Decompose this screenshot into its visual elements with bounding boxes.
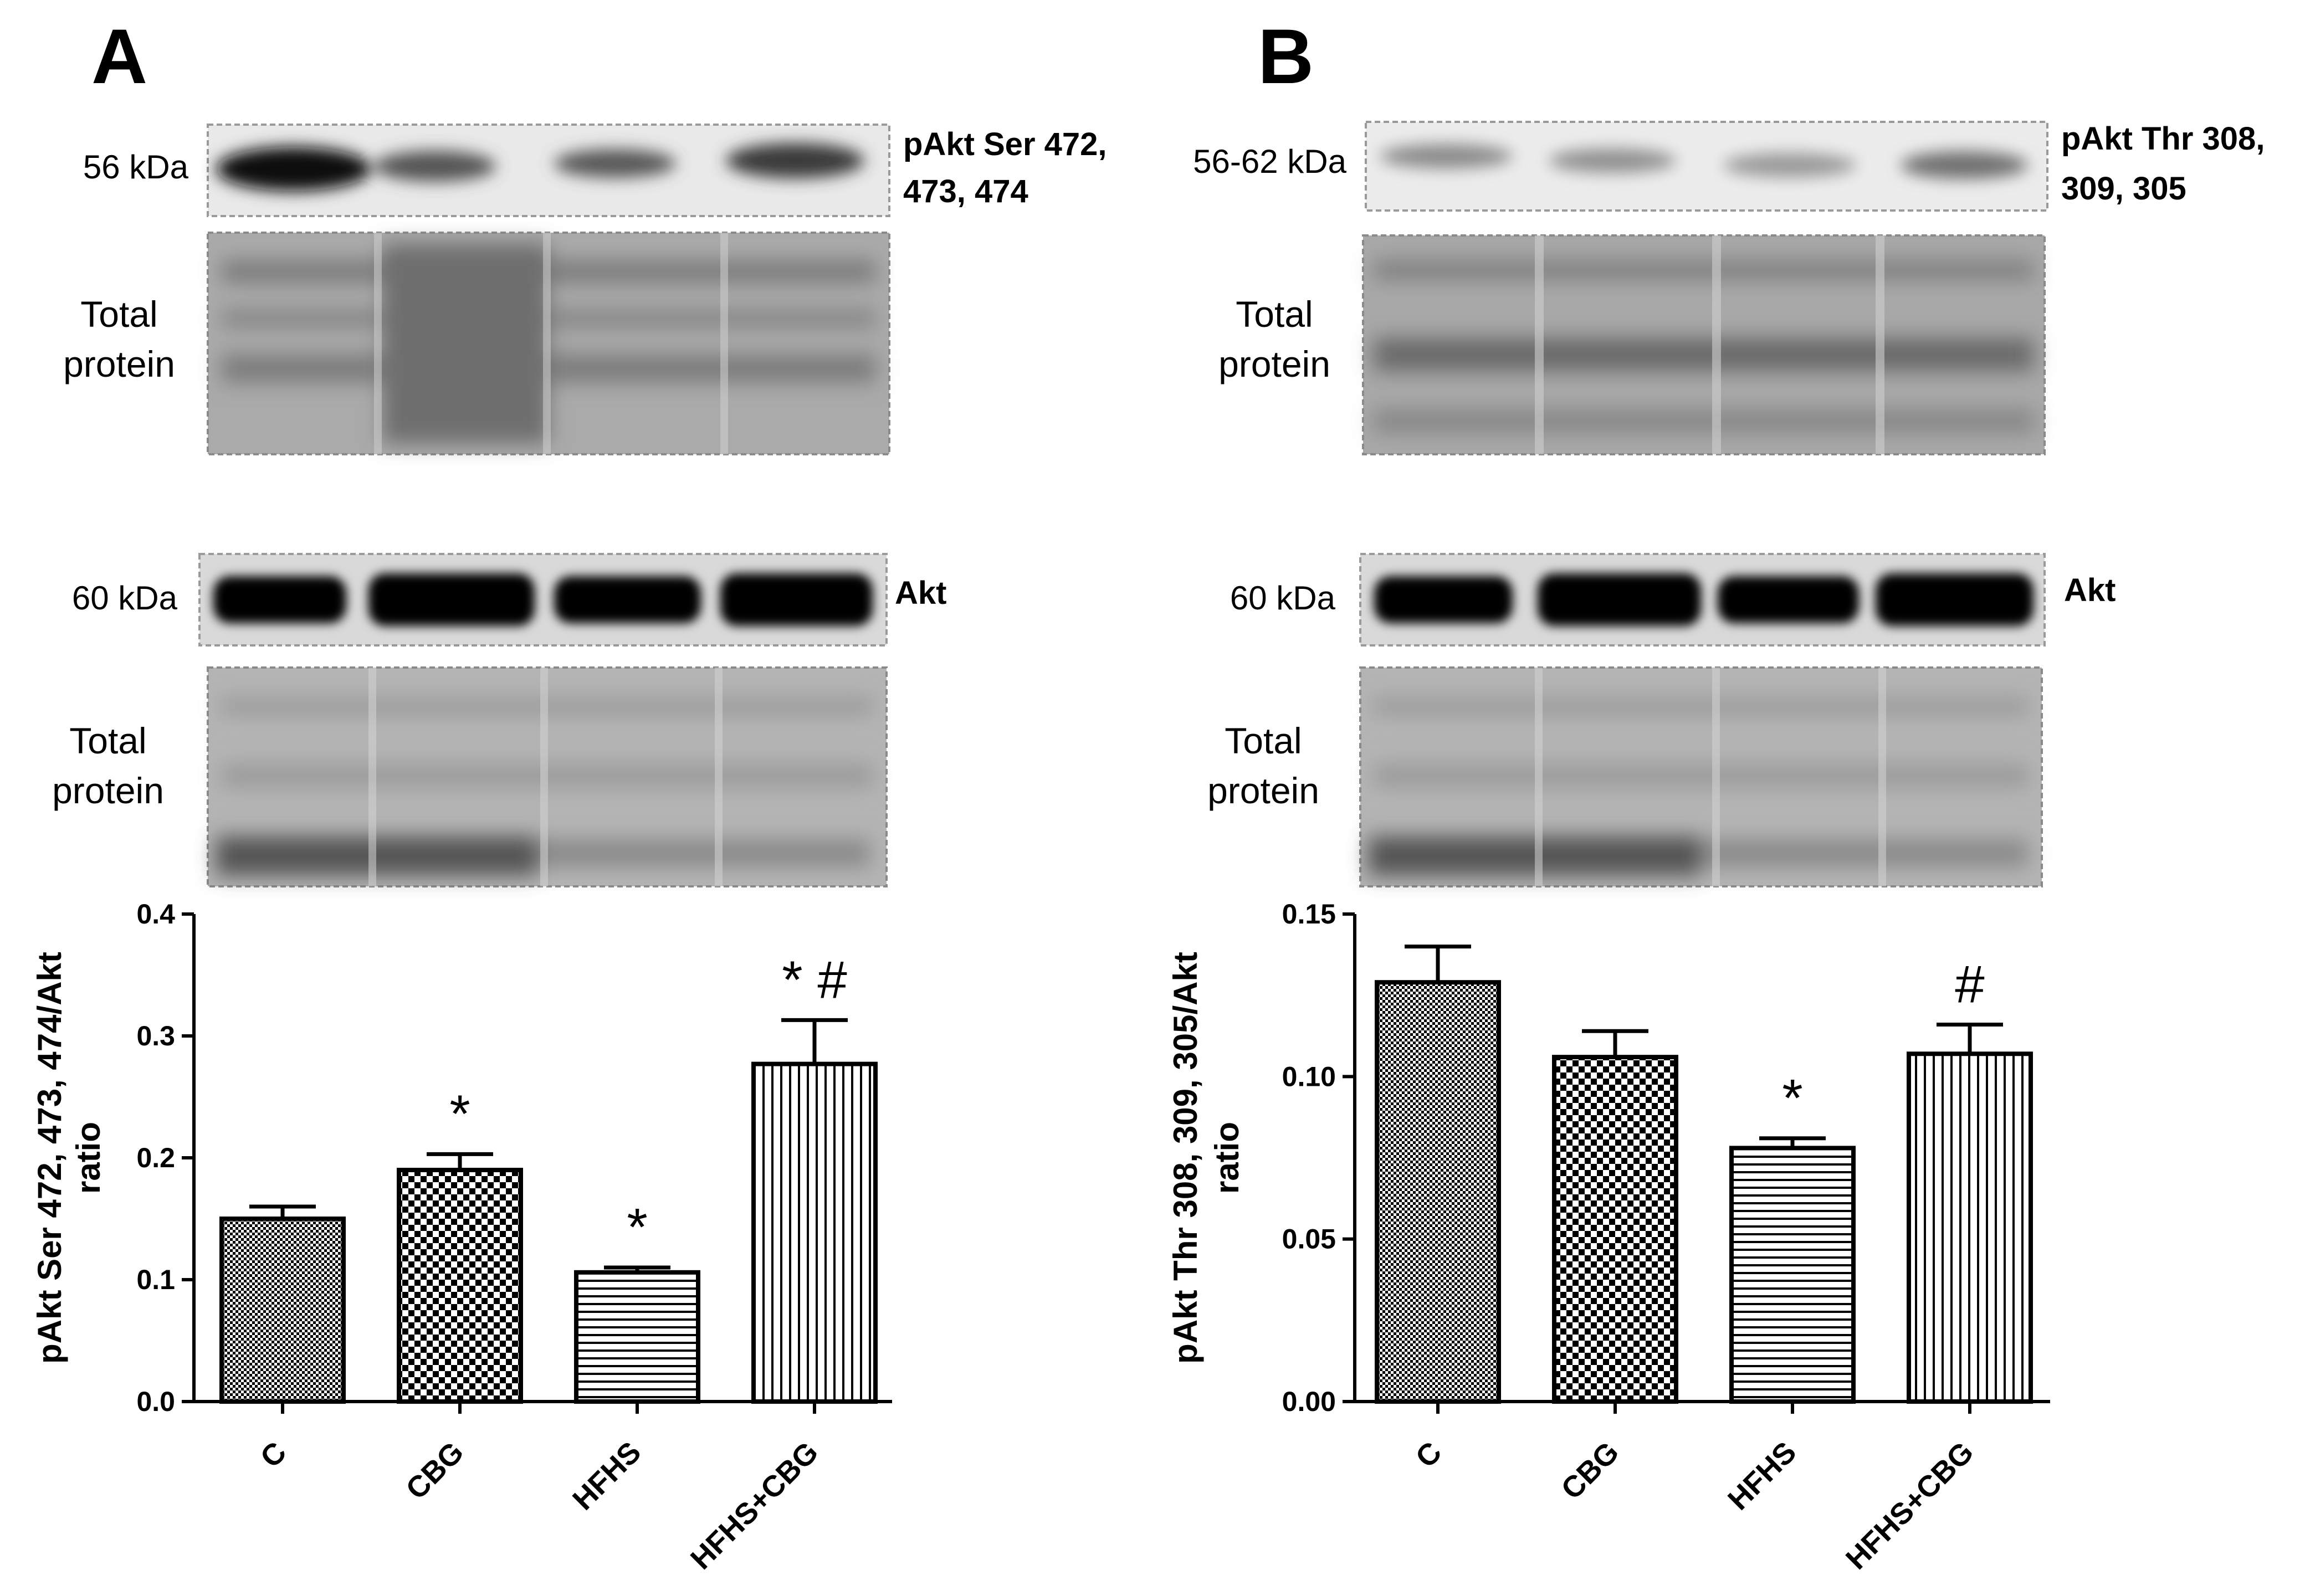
significance-marker: * xyxy=(627,1198,647,1257)
bar-c xyxy=(1375,980,1501,1404)
total-protein-label-line1: Total xyxy=(1225,720,1302,761)
x-tick-label: HFHS+CBG xyxy=(684,1435,825,1576)
significance-marker: * # xyxy=(782,950,847,1009)
total-protein-label-line2: protein xyxy=(1218,343,1330,384)
bar-hfhs-plus-cbg xyxy=(1907,1051,2033,1404)
y-axis-label-line2: ratio xyxy=(1208,1122,1246,1194)
total-protein-blot-a1: Total protein xyxy=(63,232,890,455)
mw-label: 60 kDa xyxy=(72,579,178,617)
x-tick-label: CBG xyxy=(399,1435,470,1506)
y-tick-label: 0.15 xyxy=(1282,899,1336,930)
blot-phospho-a: 56 kDa pAkt Ser 472, 473, 474 xyxy=(83,124,1107,217)
significance-marker: * xyxy=(1782,1069,1802,1128)
y-tick-label: 0.1 xyxy=(136,1264,175,1295)
bar-hfhs xyxy=(1729,1146,1856,1404)
y-tick-label: 0.3 xyxy=(136,1020,175,1051)
total-protein-label-line1: Total xyxy=(80,294,157,335)
y-tick-label: 0.00 xyxy=(1282,1386,1336,1417)
blot-phospho-b: 56-62 kDa pAkt Thr 308, 309, 305 xyxy=(1193,121,2265,212)
bar-c xyxy=(219,1217,346,1404)
band-label-line2: 473, 474 xyxy=(903,173,1028,209)
x-tick-label: HFHS+CBG xyxy=(1840,1435,1980,1576)
significance-marker: # xyxy=(1955,954,1984,1014)
y-tick-label: 0.2 xyxy=(136,1142,175,1173)
band-label-line2: 309, 305 xyxy=(2061,171,2186,207)
x-tick-label: HFHS xyxy=(1722,1435,1802,1516)
total-protein-label-line2: protein xyxy=(1207,770,1319,811)
mw-label: 56 kDa xyxy=(83,148,189,186)
bar-cbg xyxy=(397,1168,523,1404)
total-protein-blot-b2: Total protein xyxy=(1207,666,2043,887)
bar-hfhs-plus-cbg xyxy=(751,1061,878,1404)
panel-b: B 56-62 kDa pAkt Thr 308, 309, 305 xyxy=(1167,13,2265,1576)
blot-akt-a: 60 kDa Akt xyxy=(72,553,946,646)
panel-a: A 56 kDa pAkt Ser 472, 473, 474 xyxy=(31,13,1107,1576)
total-protein-label-line2: protein xyxy=(52,770,164,811)
bar-chart-b: pAkt Thr 308, 309, 305/Akt ratio 0.00 0.0… xyxy=(1167,899,2050,1576)
mw-label: 60 kDa xyxy=(1230,579,1336,617)
band-label: Akt xyxy=(895,575,946,611)
band-label-line1: pAkt Thr 308, xyxy=(2061,121,2265,157)
band-label: Akt xyxy=(2064,572,2116,608)
x-tick-label: C xyxy=(1409,1435,1448,1474)
panel-letter-b: B xyxy=(1258,13,1314,100)
y-tick-label: 0.10 xyxy=(1282,1061,1336,1092)
bar-hfhs xyxy=(574,1270,700,1404)
total-protein-label-line1: Total xyxy=(69,720,146,761)
y-tick-label: 0.0 xyxy=(136,1386,175,1417)
significance-marker: * xyxy=(449,1084,470,1143)
y-axis-label-line2: ratio xyxy=(70,1122,107,1194)
total-protein-blot-b1: Total protein xyxy=(1218,234,2046,455)
blot-akt-b: 60 kDa Akt xyxy=(1230,553,2116,646)
band-label-line1: pAkt Ser 472, xyxy=(903,126,1107,162)
y-axis-label-line1: pAkt Ser 472, 473, 474/Akt xyxy=(31,952,68,1364)
y-tick-label: 0.4 xyxy=(136,899,175,930)
total-protein-label-line1: Total xyxy=(1236,294,1313,335)
x-tick-label: HFHS xyxy=(566,1435,647,1516)
bar-chart-a: pAkt Ser 472, 473, 474/Akt ratio 0.0 0.1 0… xyxy=(31,899,892,1576)
x-tick-label: CBG xyxy=(1555,1435,1625,1506)
y-axis-label-line1: pAkt Thr 308, 309, 305/Akt xyxy=(1167,952,1204,1364)
total-protein-label-line2: protein xyxy=(63,343,175,384)
total-protein-blot-a2: Total protein xyxy=(52,666,888,887)
x-tick-label: C xyxy=(254,1435,293,1474)
bar-cbg xyxy=(1552,1055,1678,1404)
panel-letter-a: A xyxy=(91,13,147,100)
y-tick-label: 0.05 xyxy=(1282,1224,1336,1255)
mw-label: 56-62 kDa xyxy=(1193,143,1346,180)
